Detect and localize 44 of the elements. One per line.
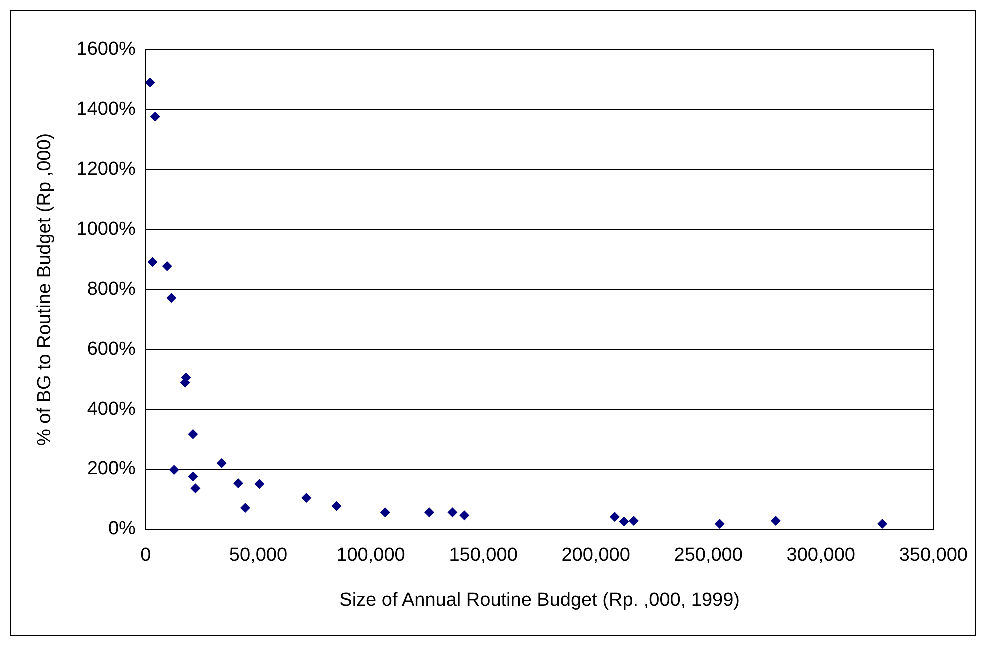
x-tick-label: 0 [140,545,152,566]
point [148,257,158,268]
point [380,508,390,518]
x-tick-label: 150,000 [449,545,518,566]
point [770,516,781,526]
x-tick-label: 50,000 [229,545,288,566]
point [610,512,620,522]
point [150,112,160,122]
y-tick-label: 1000% [76,219,136,240]
point [302,492,312,503]
y-tick-label: 600% [87,338,136,360]
y-axis-title: % of BG to Routine Budget (Rp ,000) [34,133,56,446]
point [460,510,470,521]
x-tick-label: 200,000 [562,545,630,566]
point [619,516,630,527]
point [188,472,198,482]
y-tick-label: 800% [87,278,136,300]
point [424,508,435,518]
point [233,478,244,489]
point [254,479,265,490]
point [714,519,725,530]
point [878,519,888,530]
point [190,484,201,494]
point [628,516,639,526]
point [240,503,250,514]
y-tick-label: 200% [87,458,136,480]
point [162,261,172,272]
y-tick-label: 1200% [76,159,136,180]
point [188,429,198,440]
point [332,501,342,512]
y-tick-label: 1600% [76,39,136,60]
x-axis-title: Size of Annual Routine Budget (Rp. ,000, 1999) [340,590,740,611]
point [216,458,227,468]
point [169,465,180,476]
point [448,508,458,518]
x-tick-label: 350,000 [899,545,968,566]
y-tick-label: 1400% [76,99,136,120]
x-tick-label: 100,000 [336,545,406,566]
x-tick-label: 250,000 [674,545,743,566]
y-tick-label: 400% [87,398,136,420]
point [146,78,156,88]
y-tick-label: 0% [108,518,136,540]
x-tick-label: 300,000 [786,545,856,566]
point [166,293,177,304]
